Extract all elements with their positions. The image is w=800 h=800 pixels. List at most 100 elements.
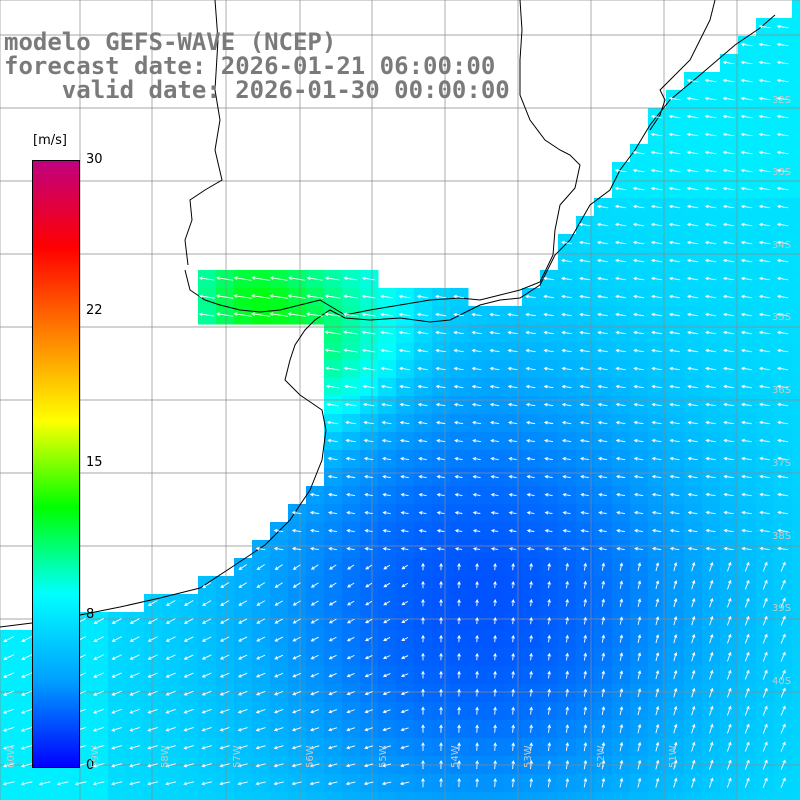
wind-arrow [740, 60, 753, 65]
wind-arrow [416, 294, 429, 299]
wind-arrow [543, 402, 554, 407]
wind-arrow [454, 475, 463, 479]
wind-arrow [511, 652, 515, 661]
wind-arrow [274, 618, 283, 624]
wind-arrow [3, 690, 15, 696]
wind-speed-cell [792, 252, 800, 271]
wind-speed-cell [774, 792, 793, 800]
wind-arrow [669, 456, 680, 461]
wind-arrow [526, 511, 535, 515]
lon-label-59w: 59W [90, 745, 101, 768]
wind-arrow [421, 742, 425, 751]
wind-arrow [508, 547, 517, 551]
wind-arrow [686, 150, 699, 155]
wind-arrow [722, 222, 735, 227]
wind-arrow [709, 597, 714, 608]
wind-speed-cell [738, 792, 757, 800]
wind-arrow [256, 636, 266, 642]
wind-arrow [637, 723, 642, 734]
wind-arrow [741, 456, 752, 461]
wind-arrow [669, 294, 681, 299]
wind-arrow [401, 655, 409, 660]
wind-arrow [704, 114, 717, 119]
wind-arrow [439, 742, 443, 751]
wind-arrow [722, 78, 735, 83]
wind-speed-cell [792, 468, 800, 487]
wind-arrow [201, 727, 212, 732]
wind-arrow [547, 598, 551, 607]
lon-label-53w: 53W [523, 745, 534, 768]
wind-arrow [740, 114, 753, 119]
wind-arrow [165, 690, 176, 696]
wind-arrow [547, 562, 551, 571]
wind-arrow [633, 330, 644, 335]
wind-arrow [508, 420, 518, 425]
wind-arrow [580, 510, 589, 515]
wind-arrow [475, 670, 479, 679]
wind-arrow [565, 688, 570, 697]
wind-arrow [493, 652, 497, 661]
wind-arrow [651, 420, 662, 425]
wind-arrow [722, 276, 735, 281]
wind-arrow [93, 708, 105, 714]
wind-arrow [454, 438, 463, 443]
wind-arrow [759, 492, 770, 497]
wind-arrow [343, 330, 359, 335]
wind-arrow [219, 727, 230, 732]
wind-arrow [615, 438, 626, 443]
wind-arrow [421, 598, 425, 607]
wind-arrow [439, 777, 443, 788]
wind-arrow [704, 96, 717, 101]
wind-arrow [583, 652, 588, 661]
wind-arrow [651, 348, 662, 353]
wind-speed-cell [504, 792, 523, 800]
wind-arrow [400, 763, 410, 768]
wind-arrow [619, 670, 624, 679]
wind-speed-cell [792, 396, 800, 415]
wind-arrow [727, 633, 732, 644]
wind-arrow [598, 528, 607, 533]
wind-arrow [723, 420, 734, 425]
wind-arrow [633, 312, 645, 317]
wind-arrow [615, 312, 626, 317]
wind-speed-cell [756, 792, 775, 800]
wind-arrow [619, 616, 624, 625]
wind-arrow [398, 366, 411, 371]
wind-arrow [762, 669, 768, 680]
wind-arrow [439, 688, 443, 697]
wind-arrow [401, 600, 409, 606]
wind-arrow [435, 294, 447, 299]
wind-speed-cell [180, 792, 199, 800]
wind-arrow [233, 312, 252, 317]
wind-arrow [740, 42, 753, 47]
wind-arrow [723, 474, 734, 479]
wind-speed-cell [306, 792, 325, 800]
wind-arrow [219, 763, 230, 768]
wind-arrow [436, 511, 445, 515]
wind-arrow [400, 474, 409, 479]
wind-arrow [255, 546, 266, 551]
wind-arrow [579, 330, 590, 335]
wind-arrow [310, 600, 319, 606]
lat-label-39s: 39S [772, 603, 792, 614]
wind-arrow [457, 688, 461, 697]
wind-arrow [435, 420, 446, 425]
wind-arrow [529, 616, 533, 625]
wind-arrow [547, 688, 551, 697]
wind-arrow [651, 546, 662, 551]
wind-arrow [328, 528, 337, 533]
wind-arrow [381, 781, 392, 786]
wind-arrow [561, 240, 573, 245]
wind-arrow [435, 402, 446, 407]
wind-arrow [619, 652, 624, 661]
wind-speed-cell [576, 792, 595, 800]
wind-arrow [255, 690, 266, 696]
wind-arrow [547, 706, 551, 715]
wind-arrow [777, 456, 789, 461]
wind-arrow [650, 204, 663, 209]
wind-arrow [490, 456, 499, 461]
wind-arrow [597, 420, 608, 425]
wind-arrow [673, 687, 678, 698]
wind-arrow [529, 562, 533, 571]
wind-arrow [493, 670, 497, 679]
